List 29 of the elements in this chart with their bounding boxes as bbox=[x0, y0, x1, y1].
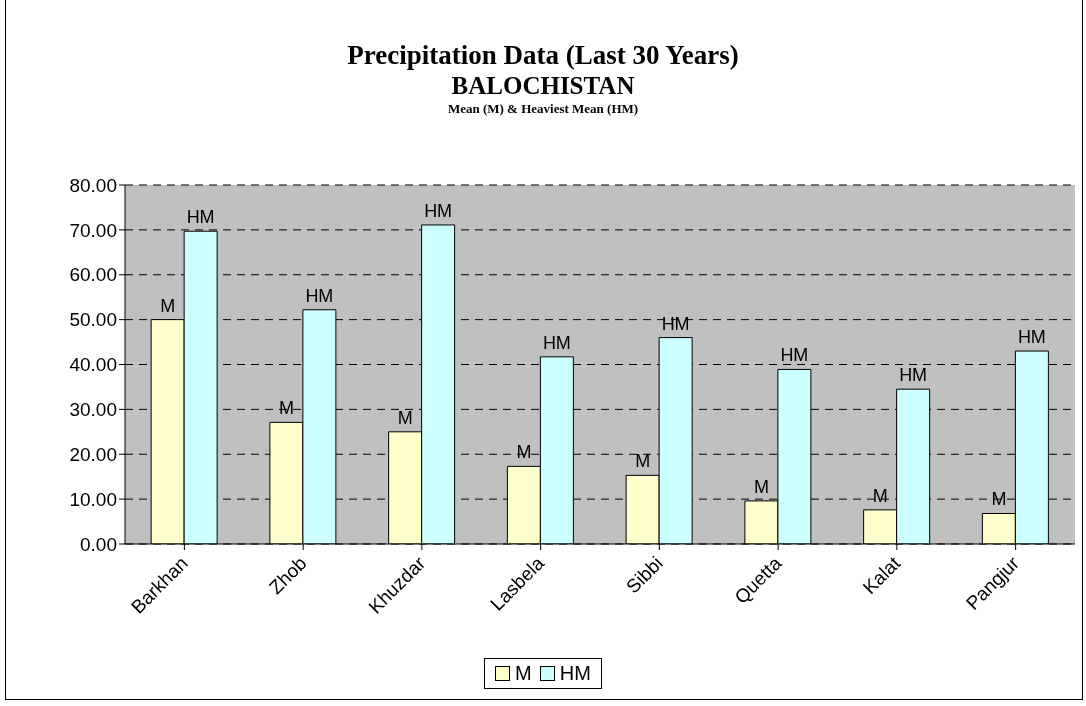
data-label: HM bbox=[542, 332, 571, 353]
data-label: HM bbox=[186, 207, 215, 228]
data-label: M bbox=[753, 476, 769, 497]
data-label: HM bbox=[1017, 327, 1046, 348]
y-tick-label: 70.00 bbox=[69, 219, 117, 241]
data-label: M bbox=[516, 442, 532, 463]
data-label: HM bbox=[899, 365, 928, 386]
legend-label: HM bbox=[559, 662, 591, 685]
data-label: HM bbox=[305, 285, 334, 306]
data-label: M bbox=[397, 407, 413, 428]
y-tick-label: 80.00 bbox=[69, 174, 117, 196]
y-tick-label: 30.00 bbox=[69, 399, 117, 421]
legend-label: M bbox=[515, 662, 532, 685]
y-tick-label: 0.00 bbox=[80, 533, 117, 555]
data-label: HM bbox=[661, 313, 690, 334]
data-label: M bbox=[872, 485, 888, 506]
data-label: HM bbox=[780, 345, 809, 366]
data-label: M bbox=[635, 451, 651, 472]
y-tick-label: 60.00 bbox=[69, 264, 117, 286]
data-label: HM bbox=[424, 200, 453, 221]
y-tick-label: 50.00 bbox=[69, 309, 117, 331]
y-tick-label: 40.00 bbox=[69, 354, 117, 376]
text: Mean (M) & Heaviest Mean (HM) bbox=[446, 100, 640, 118]
y-tick-label: 20.00 bbox=[69, 443, 117, 465]
data-label: M bbox=[160, 295, 176, 316]
chart-title: Precipitation Data (Last 30 Years) bbox=[346, 40, 740, 71]
chart-subtitle: BALOCHISTAN bbox=[450, 71, 636, 100]
y-tick-label: 10.00 bbox=[69, 488, 117, 510]
data-label: M bbox=[278, 398, 294, 419]
